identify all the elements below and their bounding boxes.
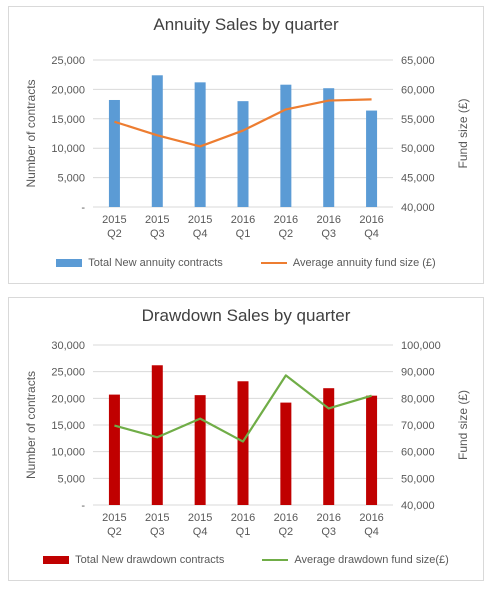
x-tick-label-quarter: Q2	[107, 228, 122, 240]
y2-tick-label: 40,000	[401, 500, 435, 512]
y2-tick-label: 60,000	[401, 447, 435, 459]
bar	[366, 395, 378, 505]
y-tick-label: 30,000	[51, 340, 85, 352]
y-axis-title: Number of contracts	[24, 371, 38, 479]
x-tick-label-year: 2015	[102, 214, 126, 226]
bar	[151, 75, 163, 208]
y2-tick-label: 55,000	[401, 114, 435, 126]
y2-tick-label: 45,000	[401, 173, 435, 185]
y-tick-label: 15,000	[51, 420, 85, 432]
y-tick-label: 10,000	[51, 447, 85, 459]
y-tick-label: 15,000	[51, 114, 85, 126]
y2-tick-label: 50,000	[401, 473, 435, 485]
legend-swatch-bar	[56, 259, 83, 267]
y-tick-label: -	[81, 202, 85, 214]
x-tick-label-quarter: Q2	[279, 228, 294, 240]
x-tick-label-year: 2016	[316, 512, 340, 524]
drawdown-chart-panel: Drawdown Sales by quarter - 5,000 10,000 15…	[8, 297, 484, 581]
bar	[366, 110, 378, 207]
series-line	[114, 98, 372, 148]
bar	[280, 84, 292, 207]
y-tick-label: -	[81, 500, 85, 512]
bar	[323, 88, 335, 207]
x-tick-label-year: 2016	[274, 214, 298, 226]
y2-tick-label: 100,000	[401, 340, 441, 352]
chart-legend: Total New annuity contracts Average annu…	[9, 257, 483, 269]
annuity-chart-plot: - 5,000 10,000 15,000 20,000 25,000 40,000 45,0…	[24, 55, 470, 240]
x-tick-label-year: 2016	[231, 214, 255, 226]
chart-legend: Total New drawdown contracts Average dra…	[9, 554, 483, 566]
x-tick-label-quarter: Q4	[364, 526, 379, 538]
x-tick-label-year: 2016	[316, 214, 340, 226]
chart-title: Drawdown Sales by quarter	[141, 306, 351, 325]
bar	[108, 394, 120, 505]
bar	[108, 99, 120, 207]
x-tick-label-year: 2015	[188, 214, 212, 226]
x-tick-label-quarter: Q2	[279, 526, 294, 538]
annuity-chart-panel: Annuity Sales by quarter - 5,000 10,000 15,…	[8, 6, 484, 284]
y-tick-label: 5,000	[57, 173, 85, 185]
legend-swatch-bar	[43, 556, 70, 564]
x-tick-label-quarter: Q3	[150, 228, 165, 240]
y-tick-label: 20,000	[51, 393, 85, 405]
bar	[151, 365, 163, 505]
legend-label: Total New annuity contracts	[88, 257, 223, 269]
legend-item-fund-size: Average drawdown fund size(£)	[262, 554, 449, 566]
legend-item-contracts: Total New annuity contracts	[56, 257, 223, 269]
x-tick-label-year: 2016	[274, 512, 298, 524]
x-tick-label-quarter: Q1	[236, 526, 251, 538]
y-tick-label: 25,000	[51, 367, 85, 379]
x-tick-label-quarter: Q4	[193, 228, 208, 240]
y2-tick-label: 60,000	[401, 84, 435, 96]
y2-tick-label: 40,000	[401, 202, 435, 214]
y2-tick-label: 70,000	[401, 420, 435, 432]
y2-tick-label: 65,000	[401, 55, 435, 67]
bar	[237, 381, 249, 505]
chart-title: Annuity Sales by quarter	[153, 15, 339, 34]
x-tick-label-quarter: Q3	[321, 526, 336, 538]
x-tick-label-quarter: Q3	[321, 228, 336, 240]
x-tick-label-year: 2015	[188, 512, 212, 524]
bar	[194, 82, 206, 207]
bar	[194, 395, 206, 505]
drawdown-chart-plot: - 5,000 10,000 15,000 20,000 25,000 30,000 40,0…	[24, 340, 470, 538]
y2-tick-label: 50,000	[401, 143, 435, 155]
legend-swatch-line	[260, 262, 287, 264]
bar	[237, 101, 249, 207]
series-line	[114, 374, 372, 443]
x-tick-label-quarter: Q1	[236, 228, 251, 240]
y-tick-label: 25,000	[51, 55, 85, 67]
y-tick-label: 20,000	[51, 84, 85, 96]
x-tick-label-quarter: Q3	[150, 526, 165, 538]
y-axis-title: Number of contracts	[24, 79, 38, 187]
legend-label: Total New drawdown contracts	[75, 554, 225, 566]
x-tick-label-year: 2016	[359, 214, 383, 226]
x-tick-label-year: 2016	[359, 512, 383, 524]
bar	[280, 402, 292, 505]
legend-swatch-line	[262, 559, 289, 561]
legend-item-contracts: Total New drawdown contracts	[43, 554, 224, 566]
y2-tick-label: 90,000	[401, 367, 435, 379]
bar	[323, 388, 335, 505]
x-tick-label-quarter: Q4	[193, 526, 208, 538]
y-tick-label: 5,000	[57, 473, 85, 485]
x-tick-label-quarter: Q4	[364, 228, 379, 240]
y2-axis-title: Fund size (£)	[456, 98, 470, 168]
x-tick-label-year: 2015	[102, 512, 126, 524]
x-tick-label-year: 2015	[145, 512, 169, 524]
x-tick-label-year: 2016	[231, 512, 255, 524]
x-tick-label-quarter: Q2	[107, 526, 122, 538]
legend-item-fund-size: Average annuity fund size (£)	[260, 257, 436, 269]
x-tick-label-year: 2015	[145, 214, 169, 226]
y2-axis-title: Fund size (£)	[456, 390, 470, 460]
y-tick-label: 10,000	[51, 143, 85, 155]
y2-tick-label: 80,000	[401, 393, 435, 405]
legend-label: Average annuity fund size (£)	[292, 257, 436, 269]
legend-label: Average drawdown fund size(£)	[294, 554, 449, 566]
